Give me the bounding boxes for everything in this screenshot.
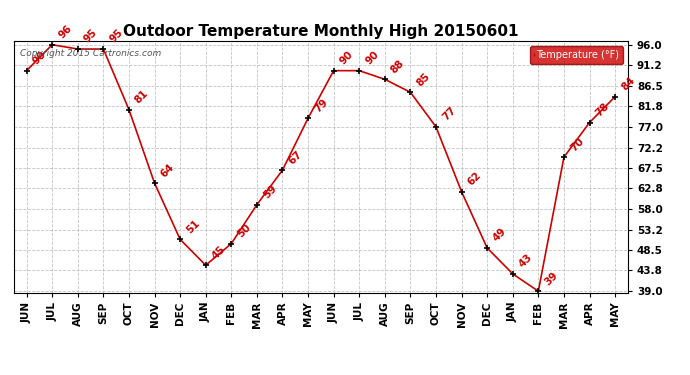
Text: 79: 79 xyxy=(312,97,330,114)
Text: 70: 70 xyxy=(568,136,586,153)
Text: 59: 59 xyxy=(261,183,278,201)
Text: 43: 43 xyxy=(517,252,534,270)
Text: 51: 51 xyxy=(184,218,201,235)
Title: Outdoor Temperature Monthly High 20150601: Outdoor Temperature Monthly High 2015060… xyxy=(123,24,519,39)
Text: 81: 81 xyxy=(133,88,150,105)
Text: 90: 90 xyxy=(31,49,48,66)
Text: 84: 84 xyxy=(619,75,637,92)
Text: 77: 77 xyxy=(440,105,457,123)
Text: 85: 85 xyxy=(415,71,432,88)
Text: 67: 67 xyxy=(286,148,304,166)
Text: 96: 96 xyxy=(57,23,74,40)
Text: 90: 90 xyxy=(338,49,355,66)
Text: 49: 49 xyxy=(491,226,509,244)
Text: 95: 95 xyxy=(82,28,99,45)
Text: 78: 78 xyxy=(593,101,611,118)
Text: 90: 90 xyxy=(364,49,381,66)
Text: 62: 62 xyxy=(466,170,483,188)
Text: Copyright 2015 Cartronics.com: Copyright 2015 Cartronics.com xyxy=(20,49,161,58)
Legend: Temperature (°F): Temperature (°F) xyxy=(531,46,623,64)
Text: 50: 50 xyxy=(235,222,253,240)
Text: 45: 45 xyxy=(210,244,227,261)
Text: 39: 39 xyxy=(542,270,560,287)
Text: 88: 88 xyxy=(389,58,406,75)
Text: 64: 64 xyxy=(159,162,176,179)
Text: 95: 95 xyxy=(108,28,125,45)
